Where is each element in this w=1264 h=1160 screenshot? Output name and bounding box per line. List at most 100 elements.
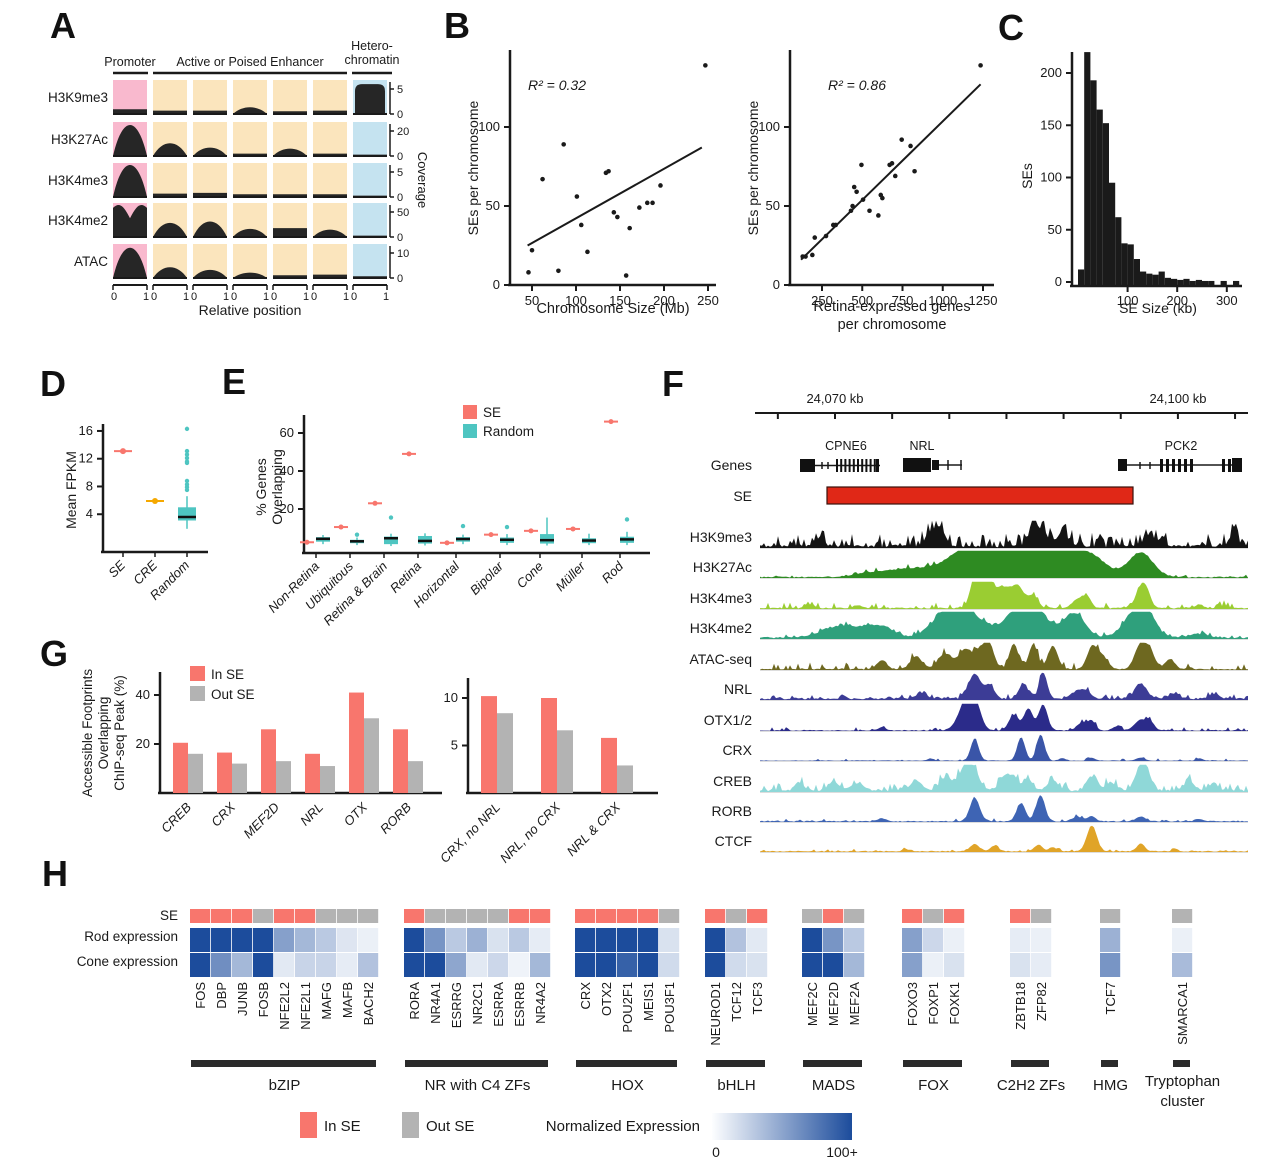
x-category: MEF2D [240, 800, 282, 842]
group-label: HMG [1093, 1077, 1128, 1094]
gene-label: MEF2A [847, 982, 862, 1026]
y-axis-title: Overlapping [96, 697, 111, 770]
track-label: CRX [722, 742, 752, 758]
group-label: NR with C4 ZFs [425, 1077, 531, 1094]
group-label: Tryptophan [1145, 1073, 1220, 1090]
axis-zero: 0 [397, 273, 403, 285]
y-tick: 150 [1040, 117, 1062, 132]
gene-label: MEIS1 [641, 982, 656, 1021]
group-label: bZIP [269, 1077, 301, 1094]
x-tick: 0 [271, 291, 277, 303]
group-label: C2H2 ZFs [997, 1077, 1065, 1094]
x-tick: 250 [697, 293, 719, 308]
gene-label: MEF2C [805, 982, 820, 1026]
legend-out-se: Out SE [211, 687, 255, 702]
gene-label: ESRRB [512, 982, 527, 1027]
panel-b: 50 100 150 200 250 0 50 100 R² = 0.32 SEs per chr… [465, 50, 997, 333]
track-label: H3K4me3 [690, 590, 752, 606]
gene-label: RORA [407, 982, 422, 1020]
gene-label: OTX2 [599, 982, 614, 1016]
track-label: ATAC-seq [690, 651, 753, 667]
legend-in-se: In SE [324, 1118, 361, 1135]
x-axis-title: SE Size (kb) [1119, 300, 1197, 316]
gene-label: ZBTB18 [1013, 982, 1028, 1030]
x-category: CRX, no NRL [437, 800, 503, 866]
x-tick: 1 [183, 291, 189, 303]
x-category: NRL, no CRX [497, 799, 564, 866]
row-label: H3K4me3 [48, 173, 108, 188]
y-tick: 12 [79, 451, 93, 466]
x-tick: 0 [231, 291, 237, 303]
legend-scale-min: 0 [712, 1144, 720, 1160]
gene-label: ESRRA [491, 982, 506, 1027]
se-row-label: SE [733, 488, 752, 504]
panel-f: 24,070 kb 24,100 kb Genes CPNE6 NRL PCK2 SE H3K… [690, 391, 1248, 853]
panel-e-letter: E [222, 361, 247, 402]
row-label: H3K9me3 [48, 90, 108, 105]
y-axis-title: ChIP-seq Peak (%) [112, 675, 127, 791]
axis-zero: 0 [397, 151, 403, 163]
x-tick: 1 [143, 291, 149, 303]
legend-scale-label: Normalized Expression [546, 1118, 700, 1135]
panel-d-letter: D [40, 363, 66, 404]
x-tick: 1000 [928, 293, 957, 308]
row-label-cone: Cone expression [77, 954, 178, 969]
gene-label: MAFB [340, 982, 355, 1018]
gene-name: NRL [909, 439, 934, 453]
col-group-promoter: Promoter [104, 55, 155, 69]
axis-zero: 0 [397, 232, 403, 244]
row-label-se: SE [160, 908, 178, 923]
gene-label: BACH2 [361, 982, 376, 1025]
x-tick: 150 [609, 293, 631, 308]
legend-scale-max: 100+ [826, 1144, 858, 1160]
col-group-hetero: chromatin [345, 53, 400, 67]
y-tick: 8 [86, 478, 93, 493]
row-label: H3K27Ac [51, 132, 108, 147]
group-label: MADS [812, 1077, 855, 1094]
y-tick: 100 [478, 119, 500, 134]
panel-h: SE Rod expression Cone expression FOS DBP JUN… [77, 908, 1220, 1160]
gene-label: POU2F1 [620, 982, 635, 1033]
y-tick: 100 [1040, 170, 1062, 185]
axis-max: 10 [397, 248, 409, 260]
x-category: CRX [208, 799, 239, 830]
axis-max: 20 [397, 126, 409, 138]
panel-b-letter: B [444, 5, 470, 46]
x-category: RORB [377, 799, 414, 836]
y-tick: 0 [493, 277, 500, 292]
gene-label: NEUROD1 [708, 982, 723, 1046]
x-category: SE [105, 557, 128, 580]
y-tick: 100 [758, 119, 780, 134]
x-category: Müller [552, 558, 588, 594]
panel-c-letter: C [998, 7, 1024, 48]
x-axis-title: Chromosome Size (Mb) [536, 301, 689, 317]
row-label: H3K4me2 [48, 213, 108, 228]
r-squared: R² = 0.86 [828, 77, 886, 93]
y-tick: 20 [136, 736, 150, 751]
legend-in-se: In SE [211, 667, 244, 682]
track-label: NRL [724, 681, 752, 697]
x-tick: 250 [811, 293, 833, 308]
legend-out-se: Out SE [426, 1118, 474, 1135]
x-tick: 1 [263, 291, 269, 303]
group-label: HOX [611, 1077, 644, 1094]
gene-label: FOSB [256, 982, 271, 1017]
axis-zero: 0 [397, 109, 403, 121]
ruler-end: 24,100 kb [1149, 391, 1206, 406]
x-axis-title: Relative position [199, 302, 302, 318]
group-label: FOX [918, 1077, 949, 1094]
y-tick: 20 [280, 501, 294, 516]
track-label: RORB [712, 803, 752, 819]
group-label: bHLH [717, 1077, 755, 1094]
x-tick: 0 [111, 291, 117, 303]
y-axis-title: Mean FPKM [63, 451, 79, 529]
x-category: Rod [599, 558, 627, 586]
gene-label: NFE2L2 [277, 982, 292, 1030]
x-category: NRL & CRX [564, 799, 624, 859]
x-category: Cone [514, 559, 547, 592]
track-label: CTCF [715, 833, 752, 849]
gene-label: SMARCA1 [1175, 982, 1190, 1045]
x-tick: 1 [303, 291, 309, 303]
